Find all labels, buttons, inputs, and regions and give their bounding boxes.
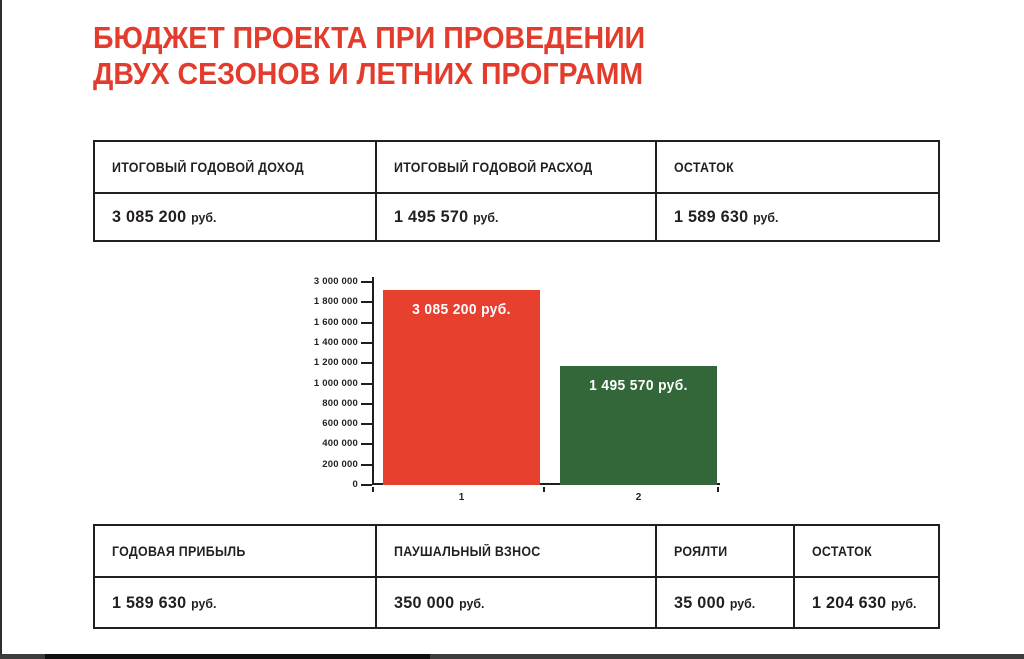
next-page-content-cutoff bbox=[45, 654, 430, 659]
currency-label: руб. bbox=[191, 595, 217, 611]
next-page-edge bbox=[0, 654, 1024, 659]
header-label: ИТОГОВЫЙ ГОДОВОЙ РАСХОД bbox=[394, 159, 593, 175]
y-axis-tick bbox=[361, 382, 372, 385]
x-axis-tick bbox=[372, 487, 374, 492]
detail-value-royalty: 35 000 руб. bbox=[657, 578, 795, 627]
y-axis-tick bbox=[361, 341, 372, 344]
amount: 1 589 630 bbox=[674, 207, 749, 226]
amount: 1 589 630 bbox=[112, 592, 187, 612]
money-value: 1 204 630 руб. bbox=[812, 593, 917, 613]
detail-value-profit: 1 589 630 руб. bbox=[95, 578, 377, 627]
y-axis-tick-label: 400 000 bbox=[322, 438, 358, 450]
x-axis-category-label: 1 bbox=[458, 492, 465, 503]
y-axis-tick-label: 600 000 bbox=[322, 418, 358, 430]
detail-header-remainder: ОСТАТОК bbox=[795, 526, 938, 578]
y-axis-tick bbox=[361, 423, 372, 426]
detail-header-profit: ГОДОВАЯ ПРИБЫЛЬ bbox=[95, 526, 377, 578]
money-value: 1 495 570 руб. bbox=[394, 207, 499, 227]
summary-value-remainder: 1 589 630 руб. bbox=[657, 194, 938, 240]
detail-value-remainder: 1 204 630 руб. bbox=[795, 578, 938, 627]
header-label: ИТОГОВЫЙ ГОДОВОЙ ДОХОД bbox=[112, 159, 304, 175]
detail-header-royalty: РОЯЛТИ bbox=[657, 526, 795, 578]
page-title: БЮДЖЕТ ПРОЕКТА ПРИ ПРОВЕДЕНИИ ДВУХ СЕЗОН… bbox=[93, 20, 645, 92]
header-label: РОЯЛТИ bbox=[674, 543, 728, 559]
budget-bar-chart: 3 000 000 1 800 000 1 600 000 1 400 000 1 20… bbox=[300, 271, 760, 511]
y-axis-tick bbox=[361, 321, 372, 324]
y-axis-tick bbox=[361, 443, 372, 446]
money-value: 350 000 руб. bbox=[394, 593, 484, 613]
detail-header-lump-sum: ПАУШАЛЬНЫЙ ВЗНОС bbox=[377, 526, 657, 578]
money-value: 35 000 руб. bbox=[674, 593, 755, 613]
bar-value-label: 3 085 200 руб. bbox=[412, 302, 511, 318]
summary-header-income: ИТОГОВЫЙ ГОДОВОЙ ДОХОД bbox=[95, 142, 377, 194]
y-axis-tick-label: 1 200 000 bbox=[313, 357, 358, 369]
money-value: 1 589 630 руб. bbox=[112, 593, 217, 613]
y-axis-tick bbox=[361, 463, 372, 466]
y-axis-tick-label: 800 000 bbox=[322, 397, 358, 409]
y-axis-tick-label: 200 000 bbox=[322, 458, 358, 470]
y-axis-tick bbox=[361, 402, 372, 405]
amount: 1 204 630 bbox=[812, 592, 887, 612]
header-label: ПАУШАЛЬНЫЙ ВЗНОС bbox=[394, 543, 541, 559]
currency-label: руб. bbox=[473, 210, 499, 225]
y-axis-tick bbox=[361, 362, 372, 365]
currency-label: руб. bbox=[729, 595, 756, 611]
bar-value-label: 1 495 570 руб. bbox=[589, 378, 688, 394]
money-value: 3 085 200 руб. bbox=[112, 207, 217, 227]
summary-value-expense: 1 495 570 руб. bbox=[377, 194, 657, 240]
detail-value-lump-sum: 350 000 руб. bbox=[377, 578, 657, 627]
amount: 35 000 bbox=[674, 592, 726, 612]
expense-bar: 1 495 570 руб. bbox=[560, 366, 717, 485]
y-axis-tick bbox=[361, 301, 372, 304]
amount: 1 495 570 bbox=[394, 207, 469, 226]
header-label: ОСТАТОК bbox=[674, 159, 734, 175]
summary-header-remainder: ОСТАТОК bbox=[657, 142, 938, 194]
x-axis-tick bbox=[717, 487, 719, 492]
y-axis-tick-label: 1 800 000 bbox=[313, 296, 358, 308]
summary-value-income: 3 085 200 руб. bbox=[95, 194, 377, 240]
header-label: ОСТАТОК bbox=[812, 543, 872, 559]
detail-table: ГОДОВАЯ ПРИБЫЛЬ ПАУШАЛЬНЫЙ ВЗНОС РОЯЛТИ … bbox=[93, 524, 940, 629]
currency-label: руб. bbox=[191, 210, 217, 225]
y-axis-tick-label: 0 bbox=[352, 479, 358, 490]
y-axis-tick bbox=[361, 484, 372, 486]
y-axis-tick-label: 3 000 000 bbox=[313, 276, 358, 287]
header-label: ГОДОВАЯ ПРИБЫЛЬ bbox=[112, 543, 246, 559]
amount: 350 000 bbox=[394, 592, 455, 612]
page-title-line-1: БЮДЖЕТ ПРОЕКТА ПРИ ПРОВЕДЕНИИ bbox=[93, 20, 646, 55]
chart-plot-area bbox=[372, 277, 720, 485]
y-axis-tick-label: 1 400 000 bbox=[313, 336, 358, 348]
y-axis-tick-label: 1 600 000 bbox=[313, 316, 358, 328]
currency-label: руб. bbox=[459, 595, 485, 611]
x-axis-category-label: 2 bbox=[635, 492, 642, 503]
currency-label: руб. bbox=[891, 595, 917, 611]
summary-header-expense: ИТОГОВЫЙ ГОДОВОЙ РАСХОД bbox=[377, 142, 657, 194]
money-value: 1 589 630 руб. bbox=[674, 207, 779, 227]
summary-table: ИТОГОВЫЙ ГОДОВОЙ ДОХОД ИТОГОВЫЙ ГОДОВОЙ … bbox=[93, 140, 940, 242]
income-bar: 3 085 200 руб. bbox=[383, 290, 540, 485]
x-axis-tick bbox=[543, 487, 545, 492]
y-axis-tick bbox=[361, 281, 372, 283]
amount: 3 085 200 bbox=[112, 207, 187, 226]
page-title-line-2: ДВУХ СЕЗОНОВ И ЛЕТНИХ ПРОГРАММ bbox=[93, 56, 644, 91]
currency-label: руб. bbox=[753, 210, 779, 225]
y-axis-tick-label: 1 000 000 bbox=[313, 377, 358, 389]
slide-left-edge bbox=[0, 0, 2, 659]
